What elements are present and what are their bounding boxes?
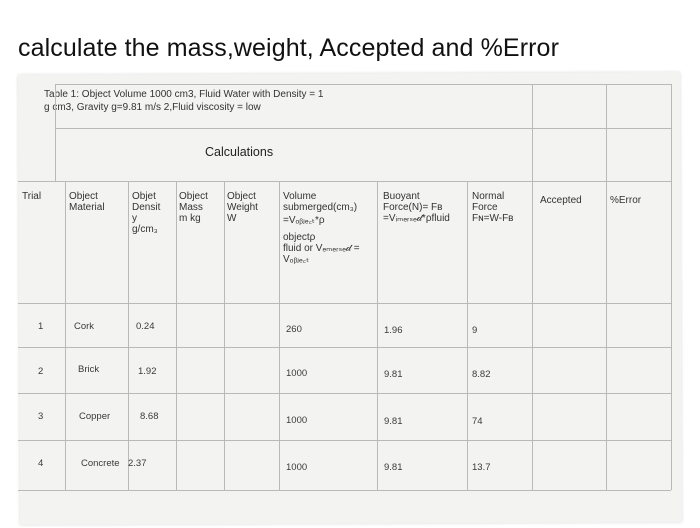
trial-number: 2 [38,366,44,377]
header-object-mass: Object Mass m kg [179,191,208,224]
object-material: Brick [78,364,100,375]
normal-force: 74 [472,416,483,427]
volume-submerged: 260 [286,324,302,335]
header-object-material: Object Material [69,191,105,213]
header-normal-force: Normal Force Fɴ=W-Fв [472,191,514,224]
object-density: 8.68 [140,411,159,422]
volume-submerged: 1000 [286,368,308,379]
trial-number: 1 [38,321,44,332]
caption-line-2: g cm3, Gravity g=9.81 m/s 2,Fluid viscos… [44,102,261,113]
object-density: 0.24 [136,321,155,332]
normal-force: 8.82 [472,369,491,380]
normal-force: 9 [472,325,478,336]
header-accepted: Accepted [540,195,582,206]
table-caption: Table 1: Object Volume 1000 cm3, Fluid W… [44,88,384,114]
object-material: Cork [74,321,95,332]
header-volume-submerged: Volume submerged(cm₃) =Vₒᵦⱼₑ꜀ₜ*ρ objectρ… [283,191,360,265]
buoyant-force: 1.96 [384,325,403,336]
buoyant-force: 9.81 [384,462,403,473]
caption-line-1: Table 1: Object Volume 1000 cm3, Fluid W… [44,89,324,100]
normal-force: 13.7 [472,462,491,473]
header-trial: Trial [22,191,42,202]
volume-submerged: 1000 [286,462,308,473]
calculations-header: Calculations [205,145,274,159]
volume-submerged: 1000 [286,415,308,426]
buoyant-force: 9.81 [384,416,403,427]
object-material: Concrete [81,458,120,469]
header-buoyant-force: Buoyant Force(N)= Fв =Vᵢₘₑᵣₛₑ𝒹*ρfluid [383,191,450,224]
header-object-weight: Object Weight W [227,191,258,224]
object-material: Copper [79,411,111,422]
object-density: 1.92 [138,366,157,377]
header-percent-error: %Error [610,195,642,206]
object-density: 2.37 [128,458,147,469]
header-object-density: Objet Densit y g/cm₃ [132,191,161,235]
trial-number: 3 [38,411,44,422]
trial-number: 4 [38,458,44,469]
question-title: calculate the mass,weight, Accepted and … [18,34,559,62]
buoyant-force: 9.81 [384,369,403,380]
